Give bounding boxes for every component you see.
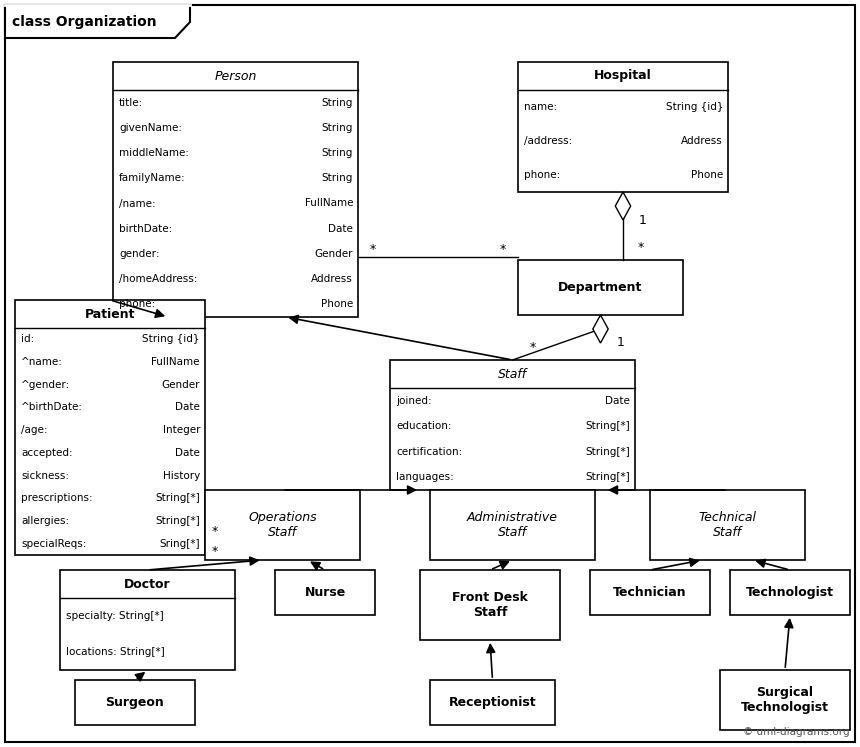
- Text: *: *: [500, 243, 507, 255]
- Polygon shape: [615, 192, 630, 220]
- Text: Phone: Phone: [321, 300, 353, 309]
- Text: certification:: certification:: [396, 447, 463, 456]
- Text: education:: education:: [396, 421, 452, 431]
- Text: givenName:: givenName:: [119, 123, 182, 133]
- Text: Staff: Staff: [498, 368, 527, 380]
- Bar: [75, 680, 195, 725]
- Bar: [60, 570, 235, 670]
- Text: 1: 1: [639, 214, 647, 226]
- Text: String[*]: String[*]: [156, 516, 200, 526]
- Text: Address: Address: [311, 274, 353, 284]
- Text: name:: name:: [524, 102, 557, 112]
- Text: Technologist: Technologist: [746, 586, 834, 599]
- Text: Operations
Staff: Operations Staff: [249, 511, 316, 539]
- Text: familyName:: familyName:: [119, 173, 186, 183]
- Text: FullName: FullName: [151, 357, 200, 367]
- Text: Surgeon: Surgeon: [106, 696, 164, 709]
- Text: Receptionist: Receptionist: [449, 696, 537, 709]
- Text: © uml-diagrams.org: © uml-diagrams.org: [743, 727, 850, 737]
- Text: /name:: /name:: [119, 199, 156, 208]
- Polygon shape: [5, 5, 190, 38]
- Text: specialReqs:: specialReqs:: [21, 539, 86, 548]
- Text: String[*]: String[*]: [156, 493, 200, 503]
- Text: middleName:: middleName:: [119, 148, 189, 158]
- Text: History: History: [163, 471, 200, 480]
- Bar: [390, 360, 635, 490]
- Text: /age:: /age:: [21, 425, 47, 436]
- Text: *: *: [638, 241, 644, 255]
- Text: ^birthDate:: ^birthDate:: [21, 403, 83, 412]
- Text: Hospital: Hospital: [594, 69, 652, 82]
- Text: String: String: [322, 148, 353, 158]
- Text: prescriptions:: prescriptions:: [21, 493, 93, 503]
- Text: class Organization: class Organization: [12, 15, 157, 29]
- Text: String: String: [322, 123, 353, 133]
- Text: Front Desk
Staff: Front Desk Staff: [452, 591, 528, 619]
- Bar: [650, 490, 805, 560]
- Text: FullName: FullName: [304, 199, 353, 208]
- Bar: [518, 62, 728, 192]
- Text: String[*]: String[*]: [586, 447, 630, 456]
- Bar: [275, 570, 375, 615]
- Text: Technical
Staff: Technical Staff: [698, 511, 757, 539]
- Text: Nurse: Nurse: [304, 586, 346, 599]
- Text: /address:: /address:: [524, 136, 572, 146]
- Text: allergies:: allergies:: [21, 516, 69, 526]
- Text: Surgical
Technologist: Surgical Technologist: [741, 686, 829, 714]
- Text: phone:: phone:: [119, 300, 156, 309]
- Text: 1: 1: [617, 336, 624, 350]
- Text: birthDate:: birthDate:: [119, 223, 172, 234]
- Bar: [205, 490, 360, 560]
- Text: Phone: Phone: [691, 170, 723, 180]
- Text: Patient: Patient: [85, 308, 135, 320]
- Text: phone:: phone:: [524, 170, 560, 180]
- Text: ^name:: ^name:: [21, 357, 63, 367]
- Text: Date: Date: [175, 403, 200, 412]
- Bar: [730, 570, 850, 615]
- Bar: [113, 62, 358, 317]
- Text: String: String: [322, 98, 353, 108]
- Text: accepted:: accepted:: [21, 448, 72, 458]
- Text: Integer: Integer: [163, 425, 200, 436]
- Text: /homeAddress:: /homeAddress:: [119, 274, 198, 284]
- Text: String[*]: String[*]: [586, 472, 630, 483]
- Text: *: *: [212, 525, 218, 539]
- Text: gender:: gender:: [119, 249, 159, 259]
- Text: ^gender:: ^gender:: [21, 379, 71, 390]
- Bar: [15, 300, 205, 555]
- Text: Doctor: Doctor: [124, 577, 171, 590]
- Text: Gender: Gender: [315, 249, 353, 259]
- Text: title:: title:: [119, 98, 144, 108]
- Text: languages:: languages:: [396, 472, 454, 483]
- Text: String {id}: String {id}: [143, 335, 200, 344]
- Text: *: *: [530, 341, 536, 355]
- Polygon shape: [593, 315, 608, 343]
- Bar: [590, 570, 710, 615]
- Text: String {id}: String {id}: [666, 102, 723, 112]
- Text: Technician: Technician: [613, 586, 687, 599]
- Text: specialty: String[*]: specialty: String[*]: [66, 611, 163, 621]
- Text: joined:: joined:: [396, 396, 432, 406]
- Text: Address: Address: [681, 136, 723, 146]
- Bar: [420, 570, 560, 640]
- Text: Administrative
Staff: Administrative Staff: [467, 511, 558, 539]
- Text: Date: Date: [329, 223, 353, 234]
- Text: locations: String[*]: locations: String[*]: [66, 647, 165, 657]
- Text: Person: Person: [214, 69, 256, 82]
- Text: sickness:: sickness:: [21, 471, 69, 480]
- Text: *: *: [212, 545, 218, 559]
- Text: Date: Date: [605, 396, 630, 406]
- Text: *: *: [370, 243, 376, 255]
- Text: Sring[*]: Sring[*]: [159, 539, 200, 548]
- Bar: [430, 680, 555, 725]
- Bar: [518, 260, 683, 315]
- Text: Gender: Gender: [162, 379, 200, 390]
- Text: Department: Department: [558, 281, 642, 294]
- Text: String: String: [322, 173, 353, 183]
- Text: Date: Date: [175, 448, 200, 458]
- Bar: [430, 490, 595, 560]
- Text: id:: id:: [21, 335, 34, 344]
- Bar: [720, 670, 850, 730]
- Text: String[*]: String[*]: [586, 421, 630, 431]
